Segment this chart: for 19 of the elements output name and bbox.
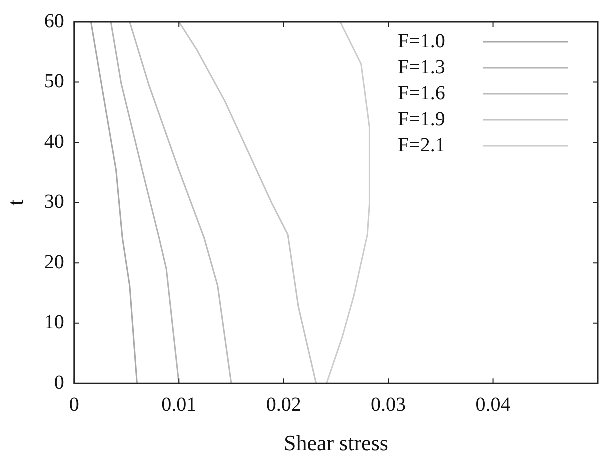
legend-label: F=1.6 [398, 82, 446, 104]
x-tick-label: 0 [69, 394, 80, 416]
y-tick-label: 30 [44, 191, 64, 214]
legend-label: F=1.9 [398, 108, 446, 130]
x-tick-label: 0.04 [476, 394, 511, 416]
legend-label: F=1.3 [398, 56, 446, 78]
y-tick-label: 0 [54, 372, 64, 394]
legend-label: F=2.1 [398, 134, 446, 156]
legend-label: F=1.0 [398, 30, 446, 52]
y-tick-label: 50 [44, 70, 64, 93]
y-tick-label: 10 [44, 312, 64, 334]
x-tick-label: 0.02 [266, 394, 302, 416]
x-tick-label: 0.03 [371, 394, 406, 416]
y-axis-title: t [2, 200, 28, 206]
y-tick-label: 40 [44, 130, 64, 153]
x-tick-label: 0.01 [162, 394, 197, 416]
y-tick-label: 60 [44, 10, 64, 32]
y-tick-label: 20 [44, 251, 64, 274]
x-axis-title: Shear stress [284, 430, 388, 456]
